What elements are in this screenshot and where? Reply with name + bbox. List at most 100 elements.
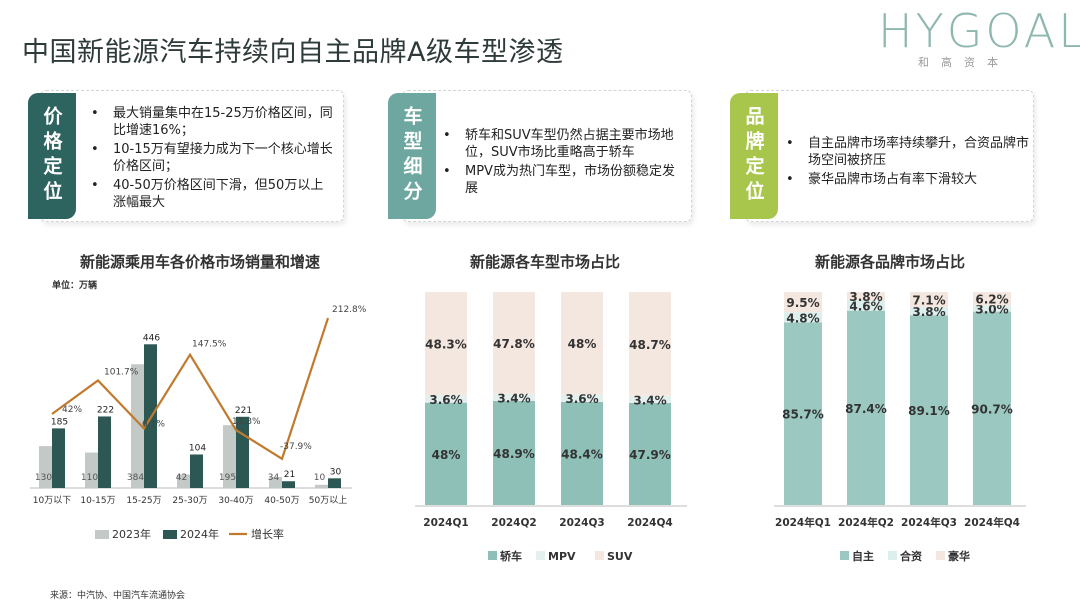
tag-vehicle-segment: 车型细分 [388,93,436,219]
vehicle-type-share-chart: 48% 3.6% 48.3% 2024Q1 48.9% 3.4% 47.8% 2024Q2 48… [415,292,687,563]
card-vehicle-segment: 轿车和SUV车型仍然占据主要市场地位，SUV市场比重略高于轿车 MPV成为热门车… [402,90,692,222]
bullet: 自主品牌市场率持续攀升，合资品牌市场空间被挤压 [780,135,1030,169]
growth-rate-label: -37.9% [280,442,312,452]
bar-2023 [223,425,236,488]
stack-segment-suv [561,292,603,395]
card-segment-bullets: 轿车和SUV车型仍然占据主要市场地位，SUV市场比重略高于轿车 MPV成为热门车… [437,127,687,199]
bar-2024 [282,481,295,488]
stack-label-sedan: 48.9% [493,447,535,461]
growth-rate-label: 147.5% [192,340,227,350]
legend-swatch-joint [888,551,897,560]
bar-label-2023: 10 [314,473,326,483]
stack-segment-domestic [784,322,822,505]
growth-rate-label: 6.1% [142,419,165,429]
legend-swatch-domestic [840,551,849,560]
bullet: 40-50万价格区间下滑，但50万以上涨幅最大 [85,177,335,211]
x-tick-label: 2024年Q2 [838,516,894,529]
brand-share-chart: 85.7%4.8%9.5%2024年Q187.4%4.6%3.8%2024年Q2… [774,290,1026,563]
chart3-title: 新能源各品牌市场占比 [814,253,965,271]
growth-rate-label: 13.3% [232,417,261,427]
stack-segment-joint [847,300,885,311]
growth-rate-line [51,317,330,461]
stack-label-joint: 4.8% [786,311,819,325]
chart1-title: 新能源乘用车各价格市场销量和增速 [79,253,320,271]
stack-label-domestic: 90.7% [971,402,1013,416]
bar-2024 [52,428,65,488]
x-tick-label: 15-25万 [126,496,161,506]
bar-2024 [236,416,249,488]
legend-label-joint: 合资 [900,549,922,563]
bar-label-2024: 185 [51,417,68,427]
bar-label-2024: 222 [97,405,114,415]
x-tick-label: 2024Q4 [627,517,672,529]
bar-2023 [315,484,328,488]
x-tick-label: 40-50万 [264,496,299,506]
stack-segment-suv [425,292,467,395]
bar-2024 [98,416,111,488]
stack-segment-domestic [847,310,885,505]
stack-segment-domestic [910,315,948,505]
stack-label-luxury: 6.2% [975,293,1008,307]
stack-label-suv: 48.3% [425,337,467,351]
tag-brand-positioning: 品牌定位 [730,93,778,219]
stack-label-mpv: 3.4% [497,391,530,405]
bar-label-2024: 104 [189,443,206,453]
x-tick-label: 2024年Q1 [775,516,831,529]
stack-segment-mpv [493,393,535,401]
legend-swatch-luxury [936,551,945,560]
legend-label-domestic: 自主 [852,549,874,563]
x-tick-label: 2024Q2 [491,517,536,529]
stack-label-domestic: 89.1% [908,404,950,418]
x-tick-label: 2024Q1 [423,517,468,529]
stack-segment-luxury [973,292,1011,306]
hygoal-logo: HYGOAL 和高资本 [878,4,1080,70]
stack-label-sedan: 48% [432,448,461,462]
x-tick-label: 2024年Q3 [901,516,957,529]
x-tick-label: 10-15万 [80,496,115,506]
stack-label-joint: 3.0% [975,302,1008,316]
stack-label-luxury: 9.5% [786,296,819,310]
stack-label-suv: 48% [568,337,597,351]
legend-swatch-2024 [163,530,177,539]
bullet: 10-15万有望接力成为下一个核心增长价格区间； [85,141,335,175]
bullet: 最大销量集中在15-25万价格区间，同比增速16%； [85,105,335,139]
stack-label-suv: 48.7% [629,338,671,352]
stack-label-mpv: 3.4% [633,393,666,407]
stack-label-domestic: 87.4% [845,402,887,416]
bar-label-2023: 42 [176,473,187,483]
stack-segment-sedan [493,400,535,505]
bullet: 轿车和SUV车型仍然占据主要市场地位，SUV市场比重略高于轿车 [437,127,687,161]
bar-label-2024: 446 [143,333,160,343]
stack-segment-sedan [629,402,671,505]
stack-segment-joint [910,307,948,316]
stack-segment-sedan [425,402,467,505]
bar-label-2023: 130 [35,473,52,483]
stack-label-joint: 3.8% [912,305,945,319]
bullet: MPV成为热门车型，市场份额稳定发展 [437,163,687,197]
stack-segment-luxury [784,292,822,313]
stack-label-luxury: 3.8% [849,290,882,304]
legend-label-mpv: MPV [548,550,576,563]
stack-label-mpv: 3.6% [429,393,462,407]
x-tick-label: 10万以下 [33,496,71,506]
bar-label-2024: 30 [330,467,342,477]
bar-label-2024: 221 [235,406,252,416]
stack-label-sedan: 48.4% [561,447,603,461]
stack-segment-joint [784,312,822,323]
legend-label-2024: 2024年 [180,527,219,541]
card-brand-positioning: 自主品牌市场率持续攀升，合资品牌市场空间被挤压 豪华品牌市场占有率下滑较大 [745,90,1034,222]
stack-segment-luxury [910,292,948,308]
stack-label-sedan: 47.9% [629,448,671,462]
bar-2023 [177,474,190,488]
card-brand-bullets: 自主品牌市场率持续攀升，合资品牌市场空间被挤压 豪华品牌市场占有率下滑较大 [780,135,1030,190]
legend-swatch-2023 [95,530,109,539]
page-title: 中国新能源汽车持续向自主品牌A级车型渗透 [22,37,564,68]
legend-label-growth: 增长率 [251,527,284,541]
stack-segment-mpv [425,394,467,403]
tag-price-positioning: 价格定位 [28,93,76,219]
stack-label-mpv: 3.6% [565,392,598,406]
stack-segment-mpv [561,394,603,402]
stack-label-luxury: 7.1% [912,294,945,308]
unit-label: 单位：万辆 [52,281,98,291]
bullet: 豪华品牌市场占有率下滑较大 [780,171,1030,188]
